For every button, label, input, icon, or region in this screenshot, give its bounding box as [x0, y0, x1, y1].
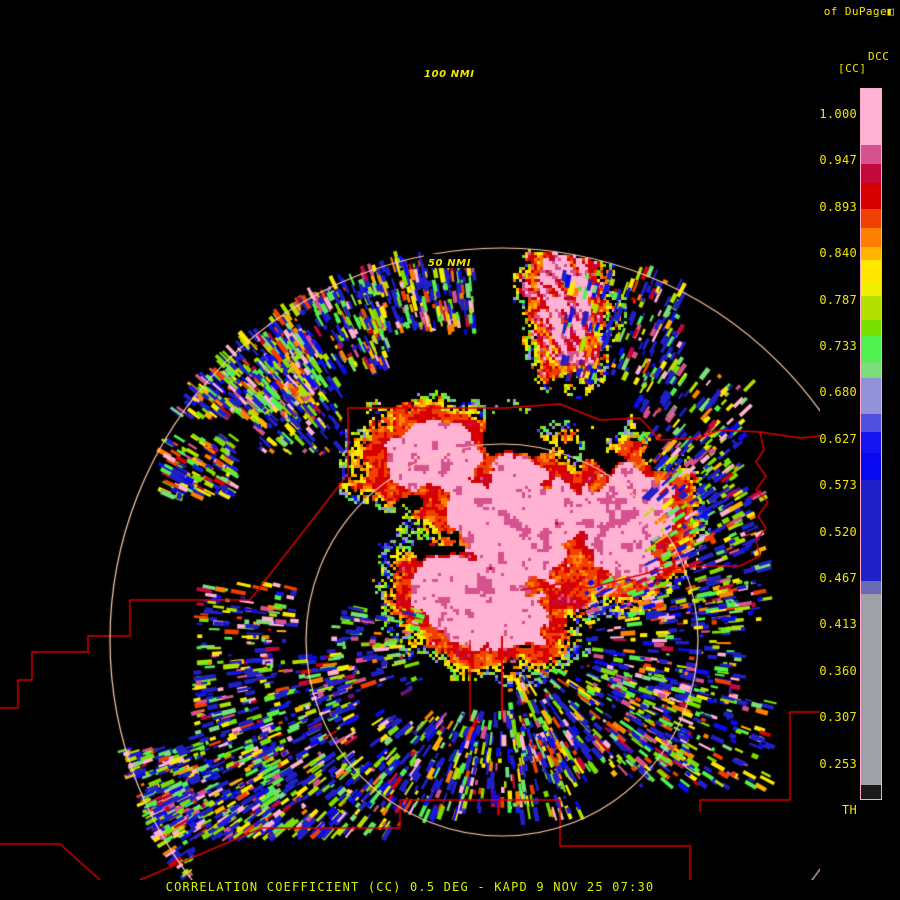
product-caption: CORRELATION COEFFICIENT (CC) 0.5 DEG - K… — [165, 880, 655, 894]
colorbar-band-5 — [861, 228, 881, 248]
colorbar-band-16 — [861, 452, 881, 481]
colorbar-tick-0: 1.000 — [819, 107, 857, 121]
colorbar-band-8 — [861, 283, 881, 297]
colorbar-band-17 — [861, 480, 881, 582]
colorbar-band-4 — [861, 209, 881, 229]
colorbar-band-2 — [861, 163, 881, 183]
colorbar-gradient[interactable] — [860, 88, 882, 800]
colorbar-band-20 — [861, 784, 881, 799]
range-ring-label-100: 100 NMI — [424, 69, 475, 80]
colorbar-band-18 — [861, 581, 881, 594]
colorbar-title-units: [CC] — [838, 62, 867, 75]
colorbar-tick-4: 0.787 — [819, 292, 857, 307]
radar-display[interactable]: 100 NMI 50 NMI — [0, 0, 820, 880]
colorbar-band-6 — [861, 247, 881, 260]
colorbar-tick-1: 0.947 — [819, 153, 857, 168]
colorbar-tick-6: 0.680 — [819, 385, 857, 400]
colorbar-tick-8: 0.573 — [819, 478, 857, 493]
colorbar-tick-11: 0.413 — [819, 617, 857, 632]
colorbar-band-7 — [861, 259, 881, 284]
colorbar-tick-5: 0.733 — [819, 339, 857, 353]
colorbar-tick-7: 0.627 — [819, 431, 857, 446]
colorbar-tick-12: 0.360 — [819, 663, 857, 678]
colorbar-tick-9: 0.520 — [819, 524, 857, 539]
colorbar-tick-list: 1.000 0.947 0.893 0.840 0.787 0.733 0.680 0.627… — [819, 88, 860, 817]
colorbar-band-10 — [861, 320, 881, 337]
colorbar-title-product: DCC — [868, 50, 890, 63]
colorbar-band-1 — [861, 144, 881, 164]
radar-canvas[interactable] — [0, 0, 820, 880]
colorbar-panel: DCC [CC] 1.000 0.947 0.893 0.840 0.787 0.733 0… — [819, 0, 900, 900]
colorbar-band-12 — [861, 362, 881, 378]
colorbar-band-13 — [861, 377, 881, 415]
colorbar-band-19 — [861, 593, 881, 785]
colorbar-tick-2: 0.893 — [819, 199, 857, 214]
colorbar-band-14 — [861, 414, 881, 432]
colorbar-band-9 — [861, 296, 881, 321]
colorbar-band-11 — [861, 336, 881, 363]
colorbar-tick-15: TH — [841, 803, 857, 817]
colorbar-tick-13: 0.307 — [819, 710, 857, 725]
colorbar-tick-10: 0.467 — [819, 571, 857, 585]
colorbar-tick-3: 0.840 — [819, 246, 857, 261]
colorbar-tick-14: 0.253 — [819, 756, 857, 771]
colorbar-band-15 — [861, 431, 881, 453]
colorbar-band-0 — [861, 89, 881, 145]
colorbar-band-3 — [861, 182, 881, 210]
range-ring-label-50: 50 NMI — [428, 258, 472, 269]
